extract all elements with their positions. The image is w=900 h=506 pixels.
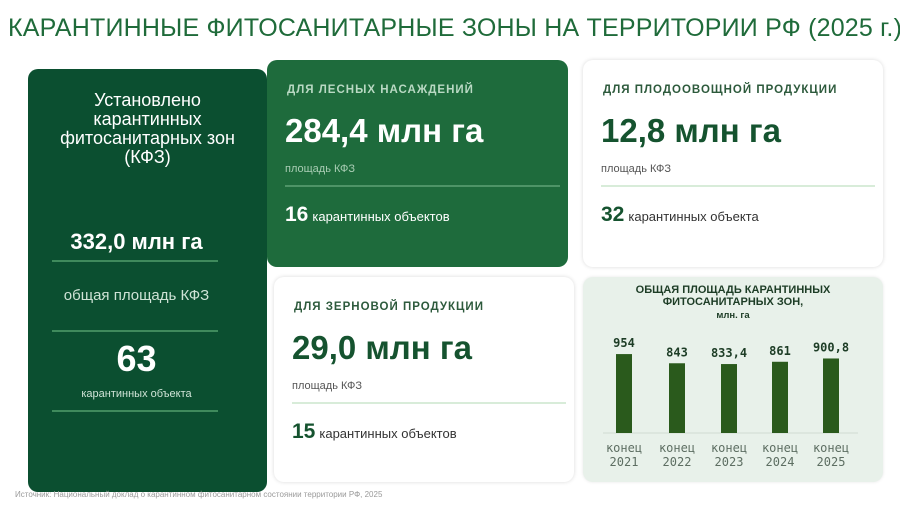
card-count: 32 карантинных объекта	[601, 203, 759, 227]
count-number: 32	[601, 203, 625, 226]
card-value: 12,8 млн га	[601, 112, 781, 149]
count-label: карантинных объекта	[628, 209, 759, 224]
data-label: 833,4	[711, 346, 747, 360]
card-sub: площадь КФЗ	[292, 380, 363, 392]
tick-label: 2021	[610, 455, 639, 469]
bar-chart: 954конец2021843конец2022833,4конец202386…	[603, 336, 858, 469]
divider	[285, 185, 560, 187]
data-label: 843	[666, 345, 688, 359]
chart-unit: млн. га	[716, 310, 750, 321]
data-label: 861	[769, 344, 791, 358]
card-value: 284,4 млн га	[285, 112, 484, 149]
divider	[52, 410, 218, 412]
bar	[616, 354, 632, 433]
chart-title: ОБЩАЯ ПЛОЩАДЬ КАРАНТИННЫХ ФИТОСАНИТАРНЫХ…	[603, 284, 863, 322]
count-label: карантинных объектов	[319, 426, 457, 441]
card-sub: площадь КФЗ	[601, 163, 672, 175]
total-area-label: общая площадь КФЗ	[63, 287, 210, 304]
tick-label: 2022	[663, 455, 692, 469]
bar	[669, 363, 685, 433]
tick-label: 2024	[766, 455, 795, 469]
card-count: 16 карантинных объектов	[285, 203, 450, 227]
tick-label: конец	[606, 441, 642, 455]
tick-label: 2023	[715, 455, 744, 469]
chart-card: ОБЩАЯ ПЛОЩАДЬ КАРАНТИННЫХ ФИТОСАНИТАРНЫХ…	[583, 277, 883, 482]
data-label: 954	[613, 336, 635, 350]
divider	[52, 330, 218, 332]
card-sub: площадь КФЗ	[285, 163, 356, 175]
grain-card: ДЛЯ ЗЕРНОВОЙ ПРОДУКЦИИ 29,0 млн га площа…	[274, 277, 574, 482]
count-label: карантинных объектов	[312, 209, 450, 224]
total-area: 332,0 млн га	[70, 229, 203, 254]
summary-heading: Установлено карантинных фитосанитарных з…	[60, 90, 235, 167]
tick-label: 2025	[817, 455, 846, 469]
divider	[601, 185, 875, 187]
card-count: 15 карантинных объектов	[292, 420, 457, 444]
card-caption: ДЛЯ ПЛОДООВОЩНОЙ ПРОДУКЦИИ	[603, 84, 838, 96]
page-title: КАРАНТИННЫЕ ФИТОСАНИТАРНЫЕ ЗОНЫ НА ТЕРРИ…	[8, 14, 900, 42]
count-number: 15	[292, 420, 316, 443]
divider	[292, 402, 566, 404]
bar	[772, 361, 788, 433]
tick-label: конец	[659, 441, 695, 455]
tick-label: конец	[711, 441, 747, 455]
chart-title-text: ОБЩАЯ ПЛОЩАДЬ КАРАНТИННЫХ ФИТОСАНИТАРНЫХ…	[635, 284, 831, 308]
forest-card: ДЛЯ ЛЕСНЫХ НАСАЖДЕНИЙ 284,4 млн га площа…	[267, 60, 568, 267]
card-caption: ДЛЯ ЗЕРНОВОЙ ПРОДУКЦИИ	[294, 301, 484, 313]
data-label: 900,8	[813, 340, 849, 354]
fruit-vegetable-card: ДЛЯ ПЛОДООВОЩНОЙ ПРОДУКЦИИ 12,8 млн га п…	[583, 60, 883, 267]
bar	[823, 358, 839, 433]
source-note: Источник: Национальный доклад о карантин…	[15, 490, 383, 499]
total-count: 63	[116, 338, 157, 379]
tick-label: конец	[813, 441, 849, 455]
card-value: 29,0 млн га	[292, 329, 472, 366]
bar	[721, 364, 737, 433]
divider	[52, 260, 218, 262]
card-caption: ДЛЯ ЛЕСНЫХ НАСАЖДЕНИЙ	[287, 84, 474, 96]
tick-label: конец	[762, 441, 798, 455]
total-count-label: карантинных объекта	[81, 388, 192, 400]
summary-panel: Установлено карантинных фитосанитарных з…	[28, 69, 267, 492]
count-number: 16	[285, 203, 309, 226]
